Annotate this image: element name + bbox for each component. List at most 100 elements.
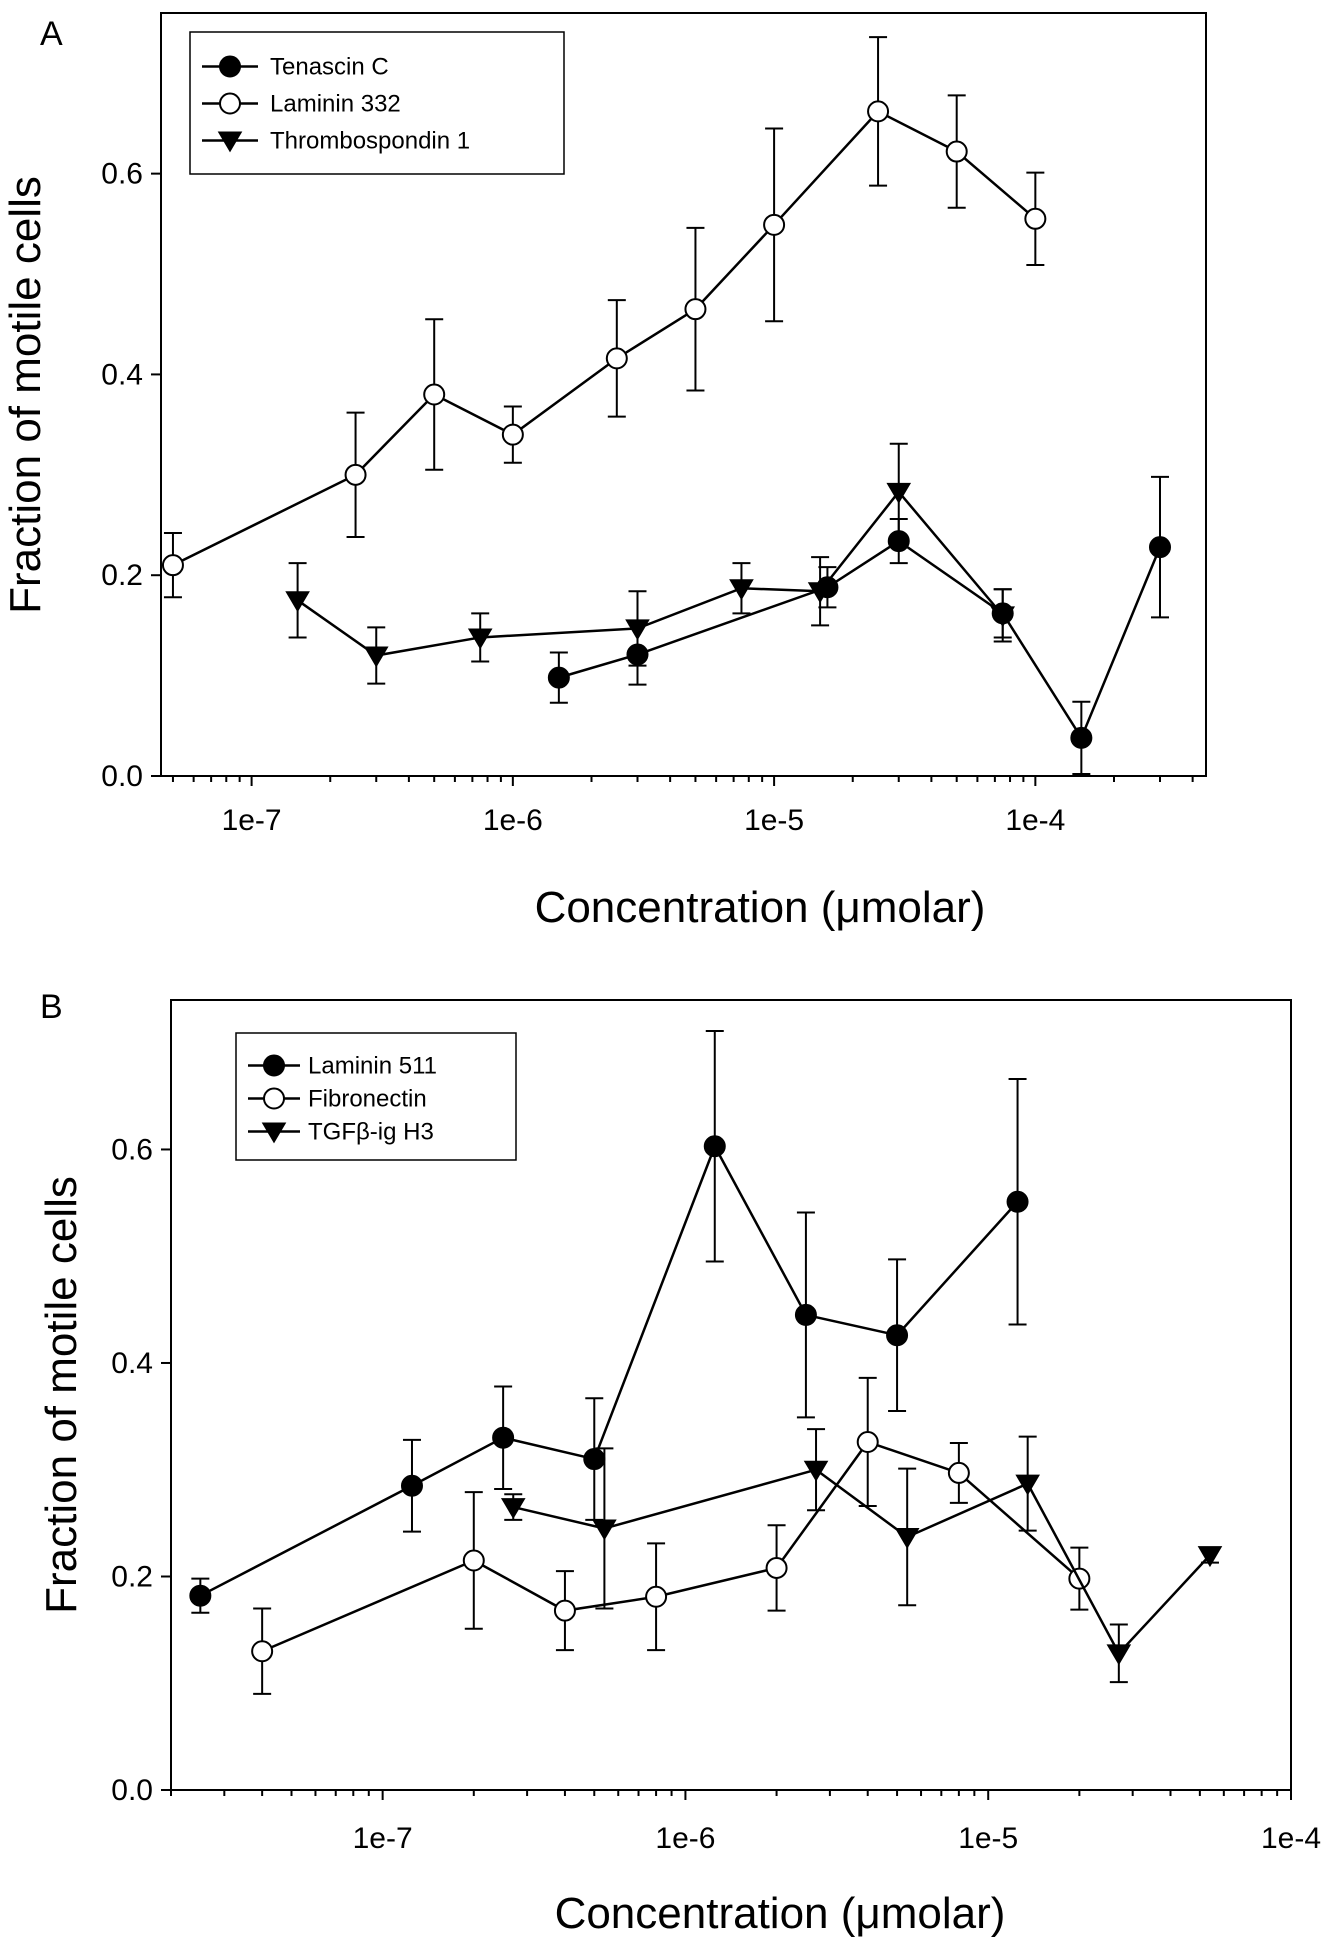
data-point [947, 1461, 970, 1484]
data-point [547, 666, 570, 689]
y-tick-label: 0.6 [111, 1133, 153, 1166]
y-tick-label: 0.0 [111, 1774, 153, 1807]
data-point [1024, 207, 1047, 230]
data-point [423, 383, 446, 406]
x-tick-label: 1e-6 [483, 804, 543, 837]
series-line [199, 1143, 1019, 1597]
data-point [1197, 1546, 1223, 1568]
y-tick-label: 0.4 [101, 358, 143, 391]
data-point [867, 100, 890, 123]
data-point [990, 606, 1016, 628]
legend-marker [261, 1122, 287, 1144]
data-point [501, 423, 524, 446]
legend-entry: Laminin 511 [248, 1053, 437, 1080]
data-point [1006, 1190, 1029, 1213]
y-axis-label-b: Fraction of motile cells [37, 1176, 86, 1614]
legend-label: Fibronectin [308, 1086, 427, 1113]
data-point [161, 554, 184, 577]
data-point [467, 628, 493, 650]
x-axis-label-b: Concentration (μmolar) [555, 1889, 1006, 1938]
legend-marker [263, 1087, 285, 1110]
data-point [794, 1303, 817, 1326]
y-axis-label-a: Fraction of motile cells [1, 176, 50, 614]
data-point [945, 140, 968, 163]
legend-label: Thrombospondin 1 [270, 128, 470, 155]
series-layer-a [161, 36, 1171, 775]
y-tick-label: 0.4 [111, 1347, 153, 1380]
data-point [553, 1599, 576, 1622]
x-axis-a: 1e-7 1e-6 1e-5 1e-4 [171, 776, 1194, 837]
series-1 [161, 36, 1047, 599]
data-point [363, 646, 389, 668]
legend-b: Laminin 511 Fibronectin TGFβ-ig H3 [235, 1032, 517, 1161]
plot-frame-b [170, 999, 1292, 1791]
legend-marker [263, 1054, 285, 1077]
data-point [400, 1474, 423, 1497]
x-axis-b: 1e-7 1e-6 1e-5 1e-4 [170, 1790, 1321, 1855]
data-point [763, 213, 786, 236]
x-tick-label: 1e-4 [1005, 804, 1065, 837]
legend-entry: Thrombospondin 1 [202, 128, 470, 155]
legend-entry: Fibronectin [248, 1086, 427, 1113]
x-tick-label: 1e-5 [958, 1822, 1018, 1855]
legend-entry: TGFβ-ig H3 [248, 1119, 434, 1146]
plot-frame-a [160, 12, 1207, 777]
legend-marker [219, 55, 241, 78]
panel-a: A 0.0 0.2 0.4 0.6 1e-7 1e-6 1e-5 1e-4 Tenascin… [1, 12, 1207, 932]
x-axis-label-a: Concentration (μmolar) [535, 883, 986, 932]
data-point [500, 1498, 526, 1520]
series-1 [251, 1376, 1091, 1695]
series-line [172, 109, 1037, 567]
legend-entry: Tenascin C [202, 54, 389, 81]
data-point [285, 591, 310, 613]
series-0 [189, 1029, 1029, 1614]
legend-entry: Laminin 332 [202, 91, 401, 118]
data-point [344, 463, 367, 486]
data-point [886, 1324, 909, 1347]
data-point [462, 1549, 485, 1572]
x-tick-label: 1e-5 [744, 804, 804, 837]
data-point [605, 347, 628, 370]
data-point [1070, 726, 1093, 749]
data-point [592, 1519, 617, 1541]
data-point [625, 619, 650, 641]
series-line [261, 1440, 1081, 1653]
series-line [512, 1468, 1211, 1656]
panel-b: B 0.0 0.2 0.4 0.6 1e-7 1e-6 1e-5 1e-4 Laminin … [37, 988, 1321, 1938]
legend-marker [219, 92, 241, 115]
data-point [684, 298, 707, 321]
legend-label: TGFβ-ig H3 [308, 1119, 434, 1146]
series-layer-b [189, 1029, 1223, 1695]
data-point [645, 1585, 668, 1608]
data-point [803, 1460, 829, 1482]
data-point [1015, 1474, 1040, 1496]
x-tick-label: 1e-6 [655, 1822, 715, 1855]
legend-label: Laminin 332 [270, 91, 401, 118]
legend-a: Tenascin C Laminin 332 Thrombospondin 1 [189, 31, 565, 175]
panel-label-b: B [40, 988, 63, 1026]
data-point [886, 482, 912, 504]
data-point [807, 582, 833, 604]
series-2 [285, 442, 1016, 685]
x-tick-label: 1e-7 [222, 804, 282, 837]
series-line [558, 539, 1162, 741]
x-tick-label: 1e-7 [353, 1822, 413, 1855]
series-2 [500, 1428, 1223, 1684]
legend-marker [217, 131, 243, 153]
legend-label: Tenascin C [270, 54, 389, 81]
data-point [703, 1135, 726, 1158]
y-tick-label: 0.2 [101, 559, 143, 592]
data-point [729, 579, 754, 601]
y-tick-label: 0.6 [101, 158, 143, 191]
y-tick-label: 0.2 [111, 1560, 153, 1593]
data-point [856, 1430, 879, 1453]
legend-label: Laminin 511 [308, 1053, 437, 1080]
data-point [251, 1640, 274, 1663]
data-point [583, 1448, 606, 1471]
y-tick-label: 0.0 [101, 760, 143, 793]
data-point [894, 1527, 920, 1549]
data-point [1106, 1644, 1132, 1666]
data-point [492, 1426, 515, 1449]
y-axis-a: 0.0 0.2 0.4 0.6 [101, 158, 161, 793]
